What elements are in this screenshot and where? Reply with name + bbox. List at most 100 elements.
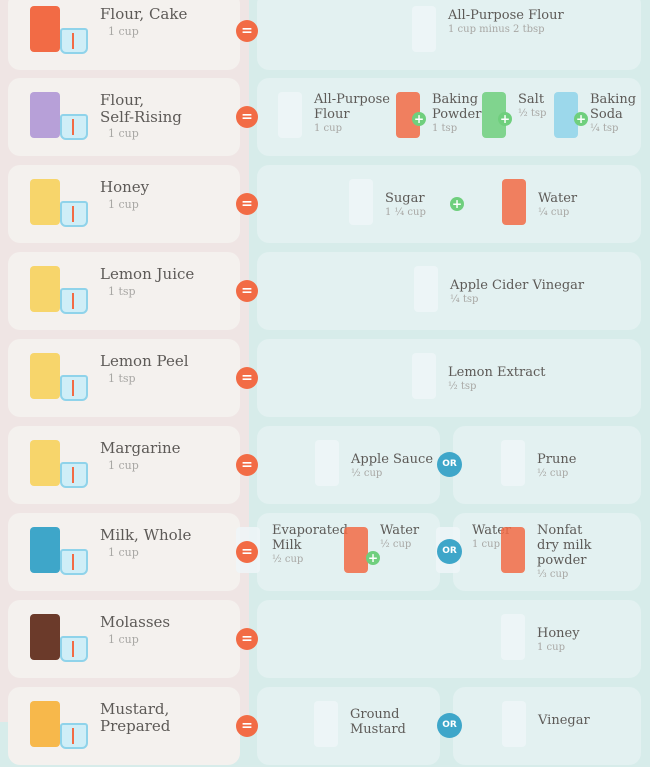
equals-icon: = [236,193,258,215]
ingredient-name: Margarine [100,439,181,457]
substitution-row: Lemon Peel 1 tsp Lemon Extract ½ tsp = [0,339,650,419]
substitute-item: Apple Sauce ½ cup [351,452,433,480]
substitute-name: Evaporated Milk [272,523,348,553]
substitute-amount: ¼ cup [538,207,570,218]
substitute-name: Prune [537,452,577,467]
substitute-amount: ⅓ cup [537,569,569,580]
equals-icon: = [236,280,258,302]
substitute-amount: 1 tsp [432,123,458,134]
substitute-name: Vinegar [538,713,590,728]
measuring-cup-icon [60,375,88,401]
sugar-bag-icon [349,179,373,225]
substitute-amount: ½ cup [272,554,304,565]
substitute-card[interactable] [257,600,641,678]
equals-icon: = [236,628,258,650]
substitute-item: Baking Powder 1 tsp [432,92,481,135]
substitute-amount: ¼ tsp [590,123,619,134]
substitute-amount: ¼ tsp [450,294,479,305]
measuring-cup-icon [60,549,88,575]
ingredient-amount: 1 cup [108,127,139,140]
substitute-item: Prune ½ cup [537,452,576,480]
substitute-name: Honey [537,626,580,641]
substitute-amount: 1 cup [537,642,565,653]
substitute-amount: 1 cup minus 2 tbsp [448,24,545,35]
plus-icon: + [450,197,464,211]
substitute-name: Baking Powder [432,92,482,122]
substitute-card[interactable] [257,339,641,417]
vinegar-bottle-icon [502,701,526,747]
equals-icon: = [236,541,258,563]
substitute-name: Ground Mustard [350,707,406,737]
substitution-row: Flour, Cake 1 cup All-Purpose Flour 1 cup m… [0,0,650,72]
plus-icon: + [412,112,426,126]
measuring-cup-icon [60,723,88,749]
ingredient-name: Honey [100,178,150,196]
lemon-slice-icon [30,353,60,399]
equals-icon: = [236,106,258,128]
substitute-card[interactable] [453,513,641,591]
extract-bottle-icon [412,353,436,399]
milk-carton-icon [30,527,60,573]
substitute-amount: ½ cup [537,468,569,479]
self-rising-flour-box-icon [30,92,60,138]
substitute-item: Ground Mustard [350,707,406,737]
prune-jar-icon [501,440,525,486]
substitute-name: Apple Sauce [351,452,434,467]
honey-jar-icon [501,614,525,660]
substitute-item: Apple Cider Vinegar ¼ tsp [450,278,584,306]
substitute-item: All-Purpose Flour 1 cup [314,92,390,135]
substitute-name: Sugar [385,191,425,206]
measuring-cup-icon [60,288,88,314]
substitution-row: Milk, Whole 1 cup Evaporated Milk ½ cup Wate… [0,513,650,593]
substitute-amount: 1 cup [472,539,500,550]
ingredient-amount: 1 cup [108,25,139,38]
substitute-item: Evaporated Milk ½ cup [272,523,348,566]
substitute-name: Water [538,191,578,206]
substitute-name: Salt [518,92,545,107]
ingredient-amount: 1 cup [108,546,139,559]
equals-icon: = [236,367,258,389]
measuring-cup-icon [60,636,88,662]
substitute-name: Lemon Extract [448,365,546,380]
substitute-card[interactable] [257,0,641,70]
substitute-name: Nonfat dry milk powder [537,523,592,568]
molasses-jar-icon [30,614,60,660]
substitution-row: Mustard, Prepared Ground Mustard Vinegar = O… [0,687,650,767]
substitute-card[interactable] [257,687,440,765]
apple-cider-vinegar-icon [414,266,438,312]
substitute-card[interactable] [453,426,641,504]
substitute-card[interactable] [257,426,440,504]
ingredient-name: Mustard, Prepared [100,700,171,735]
ingredient-name: Flour, Cake [100,5,188,23]
substitute-item: All-Purpose Flour 1 cup minus 2 tbsp [448,8,564,36]
substitute-amount: ½ tsp [518,108,547,119]
equals-icon: = [236,20,258,42]
measuring-cup-icon [60,462,88,488]
substitute-name: Baking Soda [590,92,637,122]
substitute-item: Salt ½ tsp [518,92,546,120]
substitute-name: All-Purpose Flour [448,8,564,23]
substitute-name: Water [380,523,420,538]
substitute-name: All-Purpose Flour [314,92,390,122]
ingredient-name: Lemon Peel [100,352,189,370]
substitute-card[interactable] [257,165,641,243]
measuring-cup-icon [278,92,302,138]
substitute-amount: 1 cup [314,123,342,134]
or-badge: OR [437,452,462,477]
substitute-item: Vinegar [538,713,590,728]
substitute-item: Lemon Extract ½ tsp [448,365,546,393]
mustard-bottle-icon [30,701,60,747]
ingredient-amount: 1 cup [108,633,139,646]
substitute-card[interactable] [257,252,641,330]
equals-icon: = [236,454,258,476]
honey-jar-icon [30,179,60,225]
plus-icon: + [498,112,512,126]
dry-milk-container-icon [501,527,525,573]
ingredient-amount: 1 tsp [108,372,136,385]
measuring-cup-icon [344,527,368,573]
measuring-cup-icon [60,201,88,227]
mustard-jar-icon [314,701,338,747]
margarine-tub-icon [30,440,60,486]
ingredient-amount: 1 cup [108,198,139,211]
measuring-cup-icon [60,114,88,140]
